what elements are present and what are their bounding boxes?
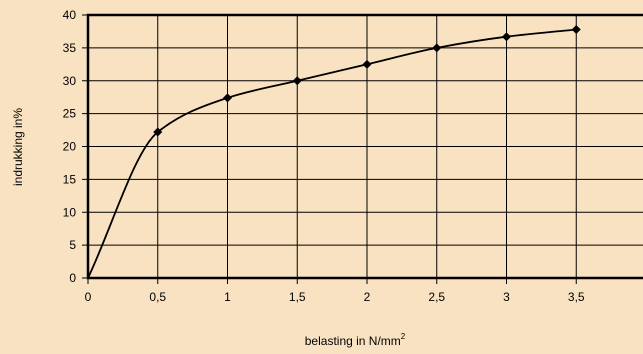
y-tick-label: 35	[63, 41, 77, 55]
x-tick-labels: 0 0,5 1 1,5 2 2,5 3 3,5	[85, 290, 585, 304]
y-tick-label: 10	[63, 205, 77, 219]
x-tick-label: 1	[224, 290, 231, 304]
x-tick-label: 0,5	[149, 290, 166, 304]
x-tick-label: 0	[85, 290, 92, 304]
data-point-marker	[502, 32, 511, 42]
x-tick-label: 2	[364, 290, 371, 304]
y-tick-label: 25	[63, 107, 77, 121]
y-tick-label: 40	[63, 8, 77, 22]
series-line	[87, 28, 577, 279]
data-point-marker	[223, 93, 232, 103]
data-point-marker	[292, 76, 302, 86]
y-tick-label: 5	[69, 238, 76, 252]
y-tick-label: 30	[63, 74, 77, 88]
data-point-marker	[432, 43, 442, 53]
x-axis-title-superscript: 2	[401, 332, 406, 341]
y-tick-label: 0	[69, 271, 76, 285]
x-axis-title-text: belasting in N/mm	[305, 334, 401, 348]
x-tick-label: 3,5	[568, 290, 585, 304]
data-point-marker	[153, 127, 163, 137]
plot-border	[86, 13, 643, 280]
y-tick-label: 15	[63, 172, 77, 186]
grid	[82, 14, 643, 284]
x-tick-label: 1,5	[289, 290, 306, 304]
x-tick-label: 2,5	[428, 290, 445, 304]
x-tick-label: 3	[503, 290, 510, 304]
data-point-marker	[362, 59, 372, 69]
x-axis-title: belasting in N/mm2	[305, 332, 406, 348]
plot-frame	[86, 13, 643, 280]
y-tick-labels: 0 5 10 15 20 25 30 35 40	[63, 8, 77, 285]
y-axis-title: indrukking in%	[11, 108, 25, 186]
series	[87, 24, 581, 279]
y-tick-label: 20	[63, 140, 77, 154]
data-point-marker	[571, 24, 581, 34]
